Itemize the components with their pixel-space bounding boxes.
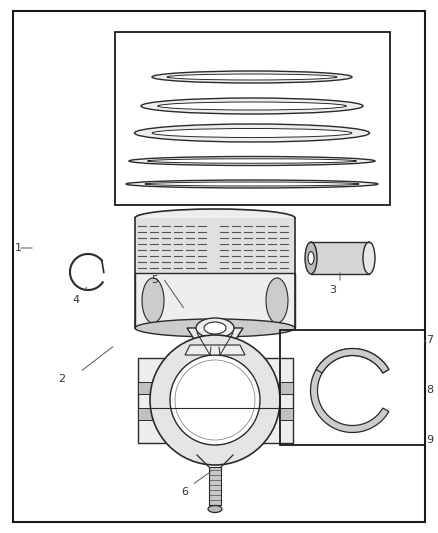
Text: 5: 5 (152, 275, 159, 285)
Ellipse shape (134, 124, 370, 142)
Ellipse shape (148, 159, 357, 163)
Circle shape (170, 355, 260, 445)
Text: 8: 8 (427, 385, 434, 395)
Polygon shape (311, 349, 389, 432)
Ellipse shape (167, 74, 337, 80)
Ellipse shape (126, 180, 378, 188)
Polygon shape (185, 345, 245, 355)
Ellipse shape (145, 182, 359, 186)
Bar (135, 273, 295, 328)
Text: 3: 3 (329, 285, 336, 295)
Ellipse shape (152, 71, 352, 83)
Text: 4: 4 (72, 295, 80, 305)
Bar (209, 467, 221, 505)
Text: 2: 2 (58, 374, 66, 384)
Ellipse shape (135, 319, 295, 337)
Ellipse shape (141, 98, 363, 114)
Ellipse shape (135, 209, 295, 227)
Ellipse shape (363, 242, 375, 274)
Text: 1: 1 (14, 243, 21, 253)
Ellipse shape (305, 242, 317, 274)
Polygon shape (185, 328, 245, 355)
Ellipse shape (196, 318, 234, 338)
Circle shape (150, 335, 280, 465)
Bar (279, 382, 293, 394)
Text: 9: 9 (427, 435, 434, 445)
Ellipse shape (204, 322, 226, 334)
Bar (280, 330, 425, 445)
Ellipse shape (129, 157, 375, 166)
Ellipse shape (208, 505, 222, 513)
Ellipse shape (152, 128, 352, 138)
Polygon shape (316, 349, 389, 373)
Bar (138, 408, 152, 420)
Ellipse shape (142, 278, 164, 323)
Bar (279, 408, 293, 420)
Bar (138, 358, 293, 442)
Bar (135, 218, 295, 273)
Bar (138, 382, 152, 394)
Circle shape (175, 360, 255, 440)
Text: 6: 6 (181, 487, 188, 497)
Ellipse shape (308, 252, 314, 264)
Bar (311, 242, 369, 274)
Text: 7: 7 (427, 335, 434, 345)
Ellipse shape (266, 278, 288, 323)
Bar (115, 32, 390, 205)
Ellipse shape (158, 102, 346, 110)
